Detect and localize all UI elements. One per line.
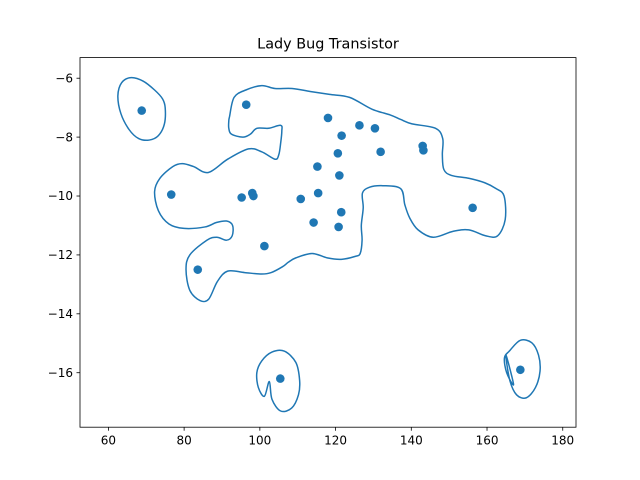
y-tick-label: −8 — [55, 130, 73, 144]
contour-line-3 — [503, 339, 541, 399]
data-point — [241, 100, 251, 110]
data-point — [260, 241, 269, 251]
y-tick-label: −14 — [48, 307, 73, 321]
data-point — [193, 265, 203, 274]
x-axis-ticks: 60 80 100 120 140 160 180 — [101, 427, 574, 448]
data-point — [296, 194, 306, 204]
y-tick-label: −10 — [48, 189, 73, 203]
x-tick-label: 140 — [400, 434, 423, 448]
chart-title: Lady Bug Transistor — [257, 37, 399, 53]
x-tick-label: 100 — [248, 434, 271, 448]
data-point — [333, 149, 343, 158]
y-tick-label: −16 — [48, 366, 73, 380]
x-tick-label: 60 — [101, 434, 116, 448]
data-point — [468, 203, 477, 213]
data-point — [355, 121, 364, 130]
data-point — [313, 162, 322, 171]
data-point — [376, 147, 385, 157]
data-point — [237, 193, 246, 202]
data-point — [334, 222, 343, 232]
data-point — [249, 191, 258, 201]
y-axis-ticks: −16 −14 −12 −10 −8 −6 — [48, 71, 80, 380]
data-point — [516, 365, 525, 375]
data-point — [419, 146, 428, 155]
contour-lines — [117, 76, 541, 413]
contour-line-1 — [117, 76, 167, 142]
data-point — [370, 123, 380, 133]
data-point — [166, 190, 176, 199]
data-point — [323, 113, 333, 123]
x-tick-label: 180 — [551, 434, 574, 448]
y-tick-label: −6 — [55, 71, 73, 85]
x-tick-label: 160 — [476, 434, 499, 448]
data-point — [337, 131, 346, 140]
data-point — [336, 207, 346, 217]
plot-frame — [79, 57, 577, 428]
contour-line-2 — [255, 349, 301, 413]
data-points — [137, 100, 525, 383]
y-tick-label: −12 — [48, 248, 73, 262]
data-point — [137, 106, 147, 115]
data-point — [275, 374, 285, 383]
contour-line-4 — [153, 84, 507, 303]
data-point — [309, 218, 318, 227]
x-tick-label: 120 — [324, 434, 347, 448]
data-point — [335, 171, 344, 180]
x-tick-label: 80 — [176, 434, 191, 448]
data-point — [313, 188, 323, 198]
